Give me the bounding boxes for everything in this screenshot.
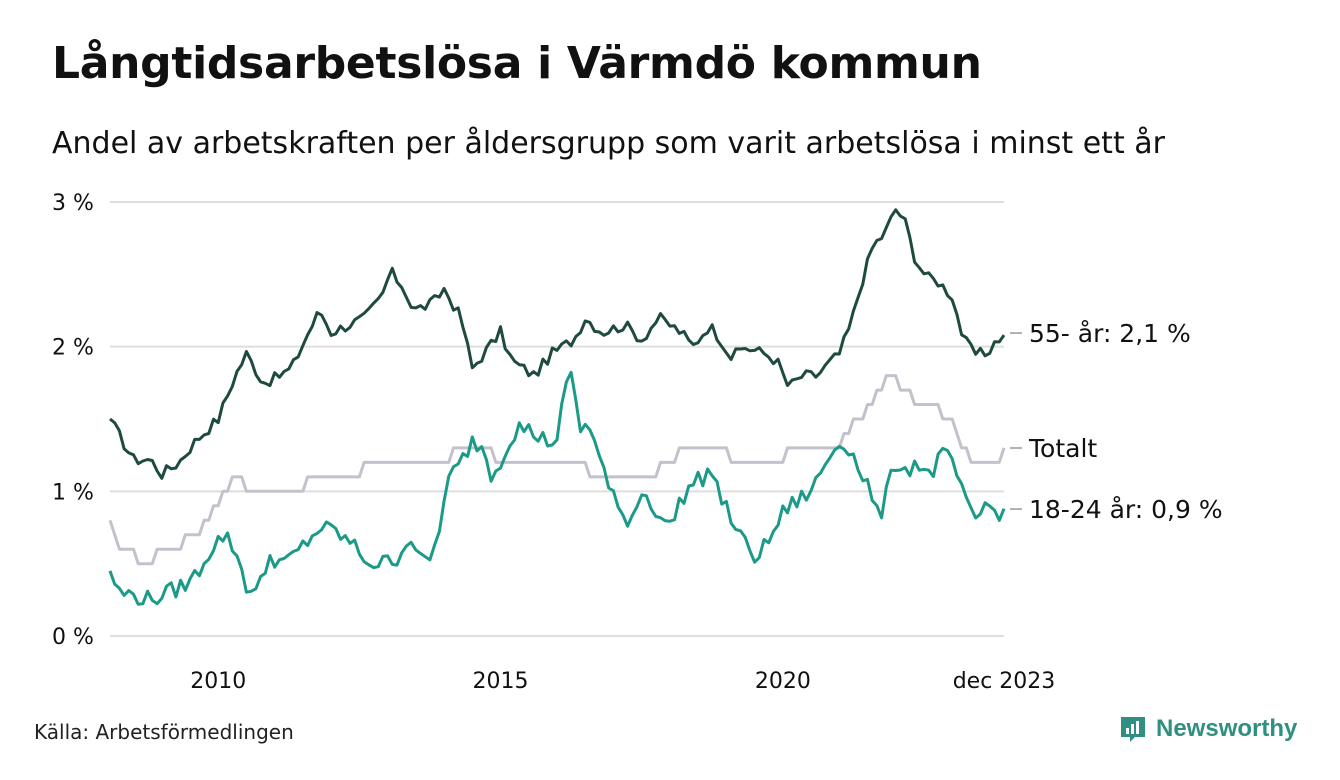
x-tick-label: dec 2023	[953, 669, 1056, 694]
source-credit: Källa: Arbetsförmedlingen	[34, 720, 294, 744]
series-lines	[108, 208, 1006, 606]
series-label: Totalt	[1028, 434, 1097, 463]
series-line	[108, 370, 1006, 606]
chart-subtitle: Andel av arbetskraften per åldersgrupp s…	[52, 126, 1165, 161]
series-label: 55- år: 2,1 %	[1029, 319, 1191, 348]
series-line	[109, 208, 1006, 480]
chart-title: Långtidsarbetslösa i Värmdö kommun	[52, 38, 982, 89]
series-labels: 55- år: 2,1 % Totalt 18-24 år: 0,9 %	[1010, 319, 1223, 524]
y-tick-label: 3 %	[52, 191, 94, 216]
brand-logo[interactable]: Newsworthy	[1118, 714, 1297, 744]
series-label: 18-24 år: 0,9 %	[1029, 495, 1223, 524]
series-line	[108, 374, 1006, 566]
y-axis-labels: 0 % 1 % 2 % 3 %	[52, 191, 94, 650]
x-tick-label: 2015	[473, 669, 529, 694]
newsworthy-logo-icon	[1121, 717, 1145, 742]
x-axis-labels: 2010 2015 2020 dec 2023	[190, 669, 1055, 694]
brand-name: Newsworthy	[1156, 715, 1298, 742]
gridlines	[110, 201, 1004, 637]
y-tick-label: 0 %	[52, 625, 94, 650]
y-tick-label: 2 %	[52, 336, 94, 361]
x-tick-label: 2020	[755, 669, 811, 694]
line-chart: 0 % 1 % 2 % 3 % 2010 2015 2020 dec 2023 55- år…	[52, 191, 1223, 694]
x-tick-label: 2010	[190, 669, 246, 694]
y-tick-label: 1 %	[52, 480, 94, 505]
